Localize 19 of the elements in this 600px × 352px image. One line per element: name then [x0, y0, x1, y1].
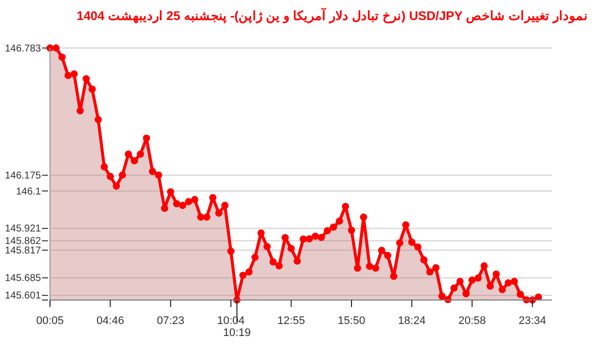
x-tick-label: 20:58: [458, 315, 486, 327]
x-tick-label: 10:04: [217, 315, 245, 327]
x-tick-label: 15:50: [338, 315, 366, 327]
chart-title: نمودار تغییرات شاخص USD/JPY (نرخ تبادل دلار آمریکا و ین ژاپن)- پنجشنبه 25 اردیبهشت 1404: [76, 7, 588, 24]
x-tick-label: 23:34: [518, 315, 546, 327]
y-tick-label: 145.685: [4, 273, 42, 284]
text: 10:19: [223, 327, 251, 339]
y-tick-label: 145.817: [4, 245, 42, 256]
y-tick-label: 145.921: [4, 224, 42, 235]
y-tick-label: 146.783: [4, 43, 42, 54]
x-tick-label: 18:24: [398, 315, 426, 327]
x-tick-label: 07:23: [156, 315, 184, 327]
y-tick-label: 146.175: [4, 170, 42, 182]
x-tick-label: 12:55: [277, 315, 305, 327]
x-tick-label: 00:05: [36, 315, 64, 327]
y-tick-label: 145.862: [4, 236, 42, 248]
x-tick-label: 04:46: [96, 315, 124, 327]
y-tick-label: 145.601: [4, 290, 42, 302]
y-tick-label: 146.1: [16, 186, 42, 198]
